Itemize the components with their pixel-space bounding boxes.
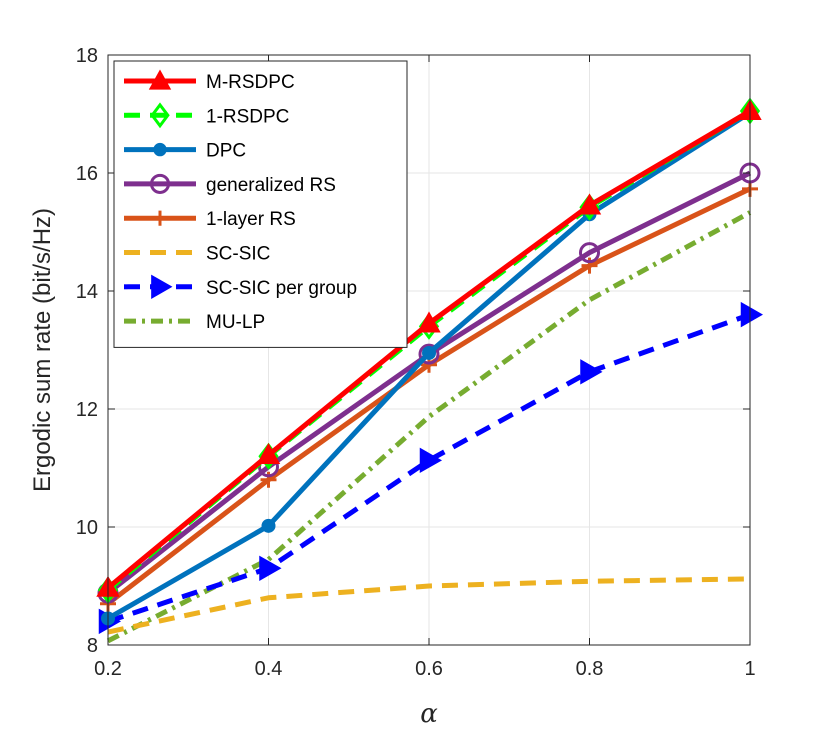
- legend-marker: [152, 210, 168, 226]
- legend-label: M-RSDPC: [206, 72, 295, 93]
- x-tick-label: 0.2: [94, 658, 122, 680]
- y-tick-label: 18: [76, 45, 98, 67]
- x-tick-label: 1: [744, 658, 755, 680]
- series-layer: [96, 97, 764, 644]
- legend-marker: [150, 102, 170, 129]
- legend-label: DPC: [206, 141, 246, 162]
- data-point: [418, 343, 440, 365]
- data-point: [256, 442, 281, 465]
- data-point: [740, 301, 764, 328]
- data-point: [419, 447, 443, 474]
- legend-marker: [153, 142, 167, 157]
- data-point: [577, 193, 602, 215]
- legend-label: generalized RS: [206, 175, 336, 196]
- data-point: [259, 555, 282, 582]
- y-tick-label: 14: [76, 281, 98, 303]
- legend-entry: generalized RS: [124, 173, 336, 196]
- data-point: [579, 242, 600, 264]
- legend-marker: [148, 69, 172, 90]
- legend-label: 1-layer RS: [206, 209, 296, 230]
- legend-label: MU-LP: [206, 312, 265, 333]
- legend-entry: SC-SIC: [124, 244, 270, 265]
- series-line: [107, 576, 751, 635]
- legend-label: SC-SIC per group: [206, 278, 357, 299]
- legend-entry: DPC: [124, 141, 246, 162]
- data-point: [261, 518, 276, 533]
- y-axis-label: Ergodic sum rate (bit/s/Hz): [29, 208, 56, 492]
- legend: M-RSDPC 1-RSDPC DPC generalized RS 1-layer R…: [113, 60, 408, 348]
- data-point: [417, 311, 441, 333]
- y-tick-label: 16: [76, 163, 98, 185]
- series-sc-sic: [107, 576, 751, 635]
- x-tick-label: 0.4: [255, 658, 283, 680]
- x-tick-label: 0.8: [576, 658, 604, 680]
- y-tick-label: 12: [76, 399, 98, 421]
- data-point: [422, 345, 436, 360]
- legend-box: [113, 60, 408, 348]
- legend-marker: [149, 173, 171, 194]
- legend-entry: MU-LP: [124, 312, 265, 333]
- legend-label: 1-RSDPC: [206, 106, 289, 127]
- legend-entry: M-RSDPC: [124, 69, 295, 93]
- series-line: [107, 312, 751, 624]
- data-point: [580, 359, 603, 385]
- y-tick-label: 10: [76, 517, 98, 539]
- y-tick-label: 8: [87, 635, 98, 657]
- legend-entry: SC-SIC per group: [124, 274, 357, 299]
- legend-label: SC-SIC: [206, 244, 270, 265]
- legend-marker: [151, 274, 173, 299]
- x-tick-label: 0.6: [415, 658, 443, 680]
- legend-entry: 1-RSDPC: [124, 102, 289, 129]
- legend-entry: 1-layer RS: [124, 209, 296, 230]
- x-axis-label: α: [420, 699, 438, 729]
